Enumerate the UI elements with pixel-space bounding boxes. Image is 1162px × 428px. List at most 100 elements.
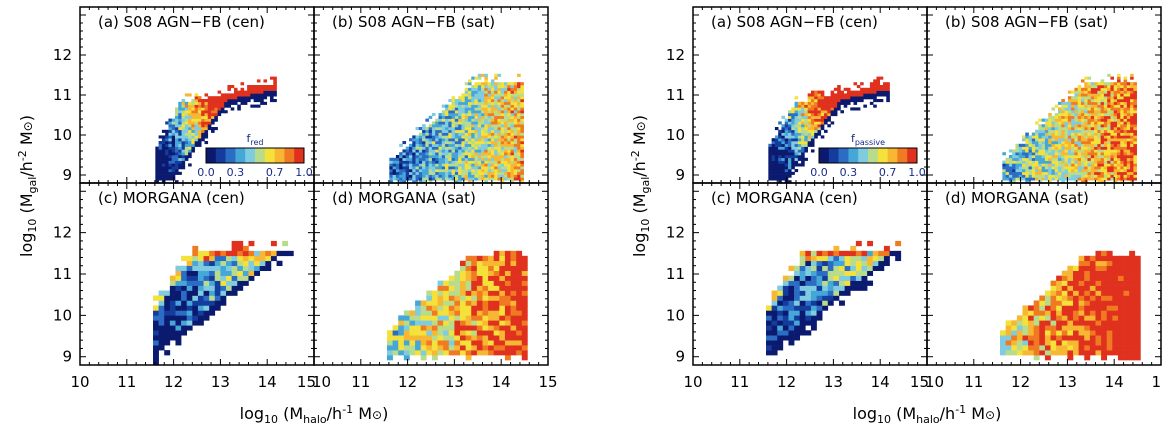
heatmap-cell bbox=[824, 113, 828, 117]
heatmap-cell bbox=[1050, 335, 1057, 341]
heatmap-cell bbox=[250, 90, 254, 94]
heatmap-cell bbox=[415, 146, 420, 150]
heatmap-cell bbox=[201, 118, 205, 122]
heatmap-cell bbox=[794, 325, 801, 331]
colorbar-tick-label: 1.0 bbox=[295, 166, 313, 179]
heatmap-cell bbox=[1103, 163, 1108, 167]
heatmap-cell bbox=[155, 171, 159, 175]
heatmap-cell bbox=[771, 345, 778, 351]
heatmap-cell bbox=[389, 177, 393, 181]
heatmap-cell bbox=[784, 143, 789, 147]
heatmap-cell bbox=[1126, 141, 1131, 145]
heatmap-cell bbox=[270, 87, 274, 91]
heatmap-cell bbox=[516, 300, 523, 306]
heatmap-cell bbox=[461, 118, 465, 122]
heatmap-cell bbox=[1117, 101, 1121, 105]
heatmap-cell bbox=[805, 320, 812, 326]
heatmap-cell bbox=[259, 250, 266, 257]
heatmap-cell bbox=[1084, 300, 1091, 306]
heatmap-cell bbox=[175, 127, 179, 131]
heatmap-cell bbox=[771, 157, 776, 161]
heatmap-cell bbox=[1110, 141, 1115, 145]
heatmap-cell bbox=[175, 155, 179, 159]
heatmap-cell bbox=[461, 143, 465, 147]
heatmap-cell bbox=[490, 152, 495, 156]
heatmap-cell bbox=[1113, 141, 1118, 145]
panel-title: (c) MORGANA (cen) bbox=[711, 189, 858, 207]
heatmap-cell bbox=[474, 96, 479, 100]
heatmap-cell bbox=[784, 121, 789, 125]
heatmap-cell bbox=[839, 280, 845, 286]
heatmap-cell bbox=[1097, 113, 1101, 117]
heatmap-cell bbox=[1005, 157, 1010, 161]
heatmap-cell bbox=[1050, 325, 1057, 331]
heatmap-cell bbox=[843, 96, 848, 100]
heatmap-cell bbox=[507, 124, 511, 128]
heatmap-cell bbox=[520, 180, 524, 184]
heatmap-cell bbox=[788, 295, 795, 301]
heatmap-cell bbox=[426, 345, 433, 351]
heatmap-cell bbox=[1087, 124, 1092, 128]
heatmap-cell bbox=[1120, 90, 1124, 94]
heatmap-cell bbox=[814, 107, 818, 111]
heatmap-cell bbox=[1123, 143, 1128, 147]
heatmap-cell bbox=[833, 245, 840, 252]
heatmap-cell bbox=[1064, 163, 1069, 167]
heatmap-cell bbox=[801, 141, 805, 145]
heatmap-cell bbox=[869, 101, 874, 105]
heatmap-cell bbox=[437, 350, 444, 356]
heatmap-cell bbox=[1097, 124, 1101, 128]
heatmap-cell bbox=[784, 138, 789, 142]
heatmap-cell bbox=[1051, 129, 1056, 133]
heatmap-cell bbox=[788, 152, 792, 156]
heatmap-cell bbox=[273, 76, 277, 80]
heatmap-cell bbox=[454, 169, 459, 173]
heatmap-cell bbox=[510, 82, 515, 86]
heatmap-cell bbox=[464, 113, 469, 117]
heatmap-cell bbox=[1041, 124, 1046, 128]
heatmap-cell bbox=[1061, 101, 1065, 105]
heatmap-cell bbox=[777, 340, 784, 346]
heatmap-cell bbox=[454, 310, 461, 316]
heatmap-cell bbox=[220, 110, 225, 114]
heatmap-cell bbox=[422, 169, 426, 173]
heatmap-cell bbox=[203, 265, 210, 271]
heatmap-cell bbox=[490, 79, 495, 83]
heatmap-cell bbox=[837, 107, 841, 111]
heatmap-cell bbox=[1071, 169, 1075, 173]
heatmap-cell bbox=[490, 166, 495, 170]
heatmap-cell bbox=[186, 325, 193, 331]
heatmap-cell bbox=[487, 118, 492, 122]
heatmap-cell bbox=[1133, 127, 1137, 131]
heatmap-cell bbox=[175, 110, 179, 114]
heatmap-cell bbox=[1044, 325, 1051, 331]
heatmap-cell bbox=[827, 118, 831, 122]
heatmap-cell bbox=[158, 163, 163, 167]
heatmap-cell bbox=[487, 171, 492, 175]
heatmap-cell bbox=[1067, 335, 1074, 341]
heatmap-cell bbox=[471, 345, 478, 351]
heatmap-cell bbox=[484, 82, 488, 86]
heatmap-cell bbox=[197, 141, 202, 145]
heatmap-cell bbox=[425, 135, 429, 139]
heatmap-cell bbox=[181, 166, 186, 170]
heatmap-cell bbox=[464, 141, 469, 145]
heatmap-cell bbox=[510, 290, 517, 296]
heatmap-cell bbox=[188, 163, 192, 167]
heatmap-cell bbox=[1120, 129, 1124, 133]
heatmap-cell bbox=[1038, 135, 1042, 139]
heatmap-cell bbox=[494, 135, 498, 139]
heatmap-cell bbox=[1084, 138, 1088, 142]
heatmap-cell bbox=[777, 285, 784, 291]
heatmap-cell bbox=[804, 141, 808, 145]
heatmap-cell bbox=[824, 99, 828, 103]
heatmap-cell bbox=[1090, 121, 1095, 125]
heatmap-cell bbox=[153, 315, 159, 321]
heatmap-cell bbox=[481, 152, 485, 156]
heatmap-cell bbox=[791, 124, 795, 128]
heatmap-cell bbox=[839, 265, 845, 271]
heatmap-cell bbox=[1077, 169, 1082, 173]
heatmap-cell bbox=[481, 85, 485, 89]
heatmap-cell bbox=[490, 163, 495, 167]
heatmap-cell bbox=[521, 285, 528, 291]
